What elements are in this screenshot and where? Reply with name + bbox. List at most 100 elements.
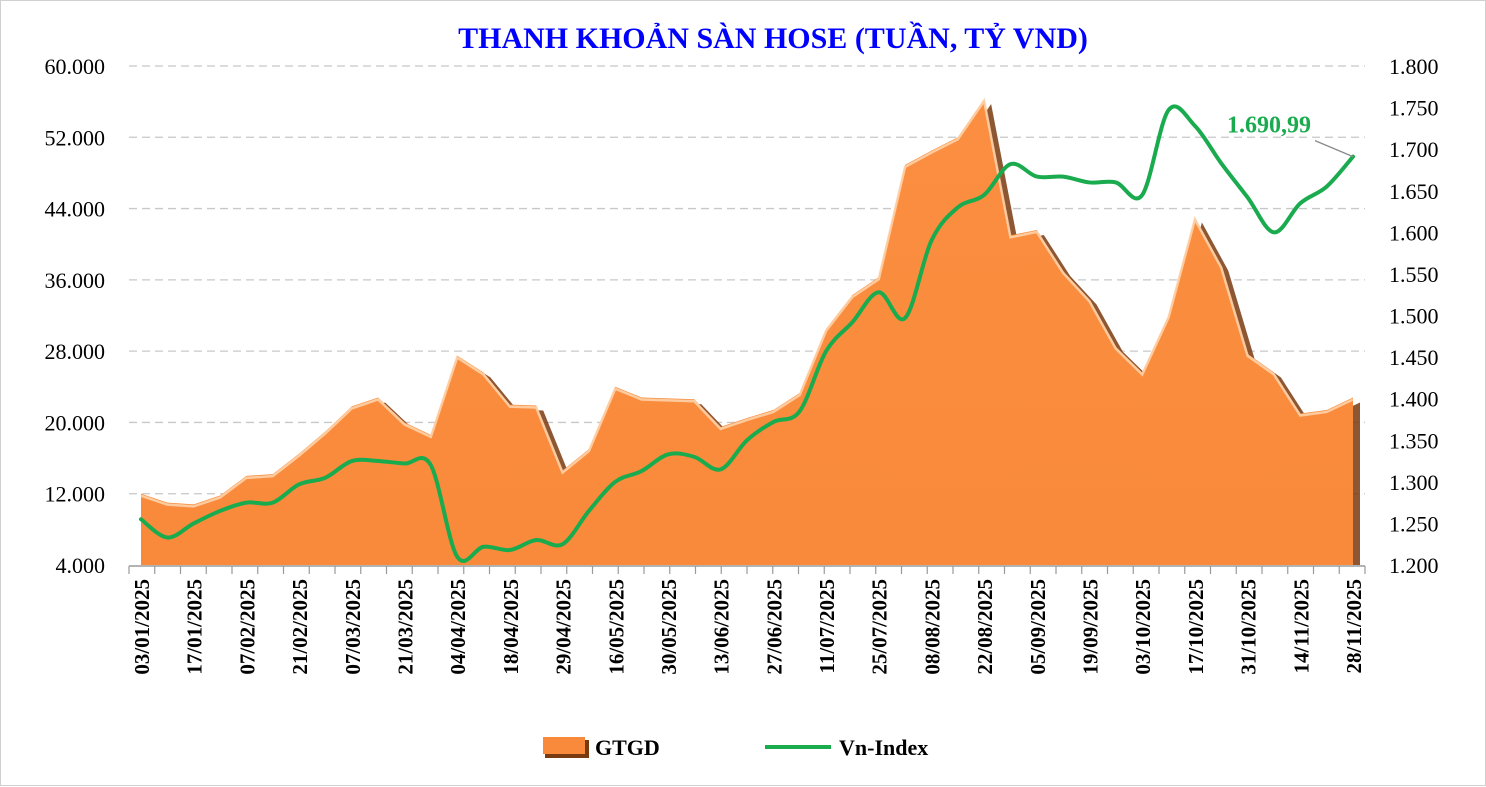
gtgd-point — [1299, 412, 1301, 414]
left-axis-tick-label: 44.000 — [45, 197, 106, 222]
gtgd-point — [1036, 229, 1038, 231]
x-axis-tick-label-group: 13/06/2025 — [710, 579, 734, 675]
gtgd-point — [904, 164, 906, 166]
gtgd-area-series — [140, 97, 1360, 566]
gtgd-point — [851, 294, 853, 296]
legend-item-gtgd: GTGD — [543, 735, 660, 760]
x-axis-tick-label: 28/11/2025 — [1342, 579, 1366, 674]
x-axis-tick-label: 30/05/2025 — [657, 579, 681, 675]
x-axis-tick-label: 03/10/2025 — [1131, 579, 1155, 675]
x-axis-tick-label: 21/02/2025 — [288, 579, 312, 675]
gtgd-point — [798, 392, 800, 394]
legend-item-vnindex: Vn-Index — [765, 735, 928, 760]
x-axis-tick-label-group: 07/02/2025 — [235, 579, 259, 675]
gtgd-point — [1220, 264, 1222, 266]
gtgd-point — [509, 403, 511, 405]
annotations: 1.690,99 — [1227, 113, 1354, 158]
x-axis-tick-label: 21/03/2025 — [393, 579, 417, 675]
x-axis-tick-label: 08/08/2025 — [920, 579, 944, 675]
axes: 4.000 12.000 20.000 28.000 36.000 44.000 52.00… — [45, 54, 1439, 675]
x-axis-tick-label: 17/01/2025 — [183, 579, 207, 675]
gtgd-point — [825, 328, 827, 330]
gtgd-point — [930, 149, 932, 151]
gtgd-point — [1141, 371, 1143, 373]
x-axis-tick-label-group: 17/10/2025 — [1184, 579, 1208, 675]
gtgd-point — [878, 276, 880, 278]
right-axis-tick-label: 1.200 — [1389, 553, 1439, 578]
x-axis-tick-label-group: 28/11/2025 — [1342, 579, 1366, 674]
gtgd-point — [298, 452, 300, 454]
gtgd-point — [983, 98, 985, 100]
x-axis-tick-label-group: 29/04/2025 — [552, 579, 576, 675]
vnindex-line-series — [139, 104, 1355, 563]
gtgd-point — [1246, 353, 1248, 355]
x-axis-tick-label: 16/05/2025 — [604, 579, 628, 675]
gtgd-point — [1062, 270, 1064, 272]
x-axis-tick-label-group: 17/01/2025 — [183, 579, 207, 675]
left-axis-tick-label: 12.000 — [45, 482, 106, 507]
x-axis-tick-label: 18/04/2025 — [499, 579, 523, 675]
x-axis-tick-label: 17/10/2025 — [1184, 579, 1208, 675]
gtgd-point — [482, 371, 484, 373]
x-axis-tick-label: 22/08/2025 — [973, 579, 997, 675]
x-axis-tick-label-group: 31/10/2025 — [1237, 579, 1261, 675]
x-axis-tick-label: 25/07/2025 — [868, 579, 892, 675]
x-axis-tick-label-group: 19/09/2025 — [1079, 579, 1103, 675]
x-axis-tick-label: 07/03/2025 — [341, 579, 365, 675]
left-axis-tick-label: 20.000 — [45, 410, 106, 435]
x-axis-tick-label: 19/09/2025 — [1079, 579, 1103, 675]
gtgd-point — [614, 386, 616, 388]
gtgd-point — [245, 475, 247, 477]
gtgd-point — [1088, 298, 1090, 300]
gtgd-point — [667, 397, 669, 399]
left-axis-tick-label: 4.000 — [56, 553, 106, 578]
x-axis-tick-label: 05/09/2025 — [1026, 579, 1050, 675]
x-axis-tick-label-group: 07/03/2025 — [341, 579, 365, 675]
right-axis-tick-label: 1.350 — [1389, 428, 1439, 453]
gtgd-point — [1325, 409, 1327, 411]
x-axis-tick-label-group: 04/04/2025 — [446, 579, 470, 675]
gtgd-point — [535, 404, 537, 406]
x-axis-tick-label: 11/07/2025 — [815, 579, 839, 674]
gtgd-point — [561, 469, 563, 471]
right-axis-tick-label: 1.700 — [1389, 137, 1439, 162]
gtgd-point — [456, 354, 458, 356]
x-axis-tick-label-group: 18/04/2025 — [499, 579, 523, 675]
gtgd-point — [166, 501, 168, 503]
x-axis-tick-label-group: 22/08/2025 — [973, 579, 997, 675]
x-axis-tick-label: 03/01/2025 — [130, 579, 154, 675]
gtgd-point — [351, 405, 353, 407]
gtgd-point — [219, 494, 221, 496]
right-axis-tick-label: 1.250 — [1389, 511, 1439, 536]
right-axis-tick-label: 1.550 — [1389, 262, 1439, 287]
last-value-annotation: 1.690,99 — [1227, 113, 1311, 139]
right-axis-tick-label: 1.800 — [1389, 54, 1439, 79]
x-axis-tick-label-group: 25/07/2025 — [868, 579, 892, 675]
left-axis-tick-label: 36.000 — [45, 268, 106, 293]
x-axis-tick-label: 31/10/2025 — [1237, 579, 1261, 675]
right-axis-tick-label: 1.600 — [1389, 220, 1439, 245]
gtgd-point — [693, 398, 695, 400]
x-axis-tick-label-group: 03/10/2025 — [1131, 579, 1155, 675]
x-axis-tick-label-group: 21/03/2025 — [393, 579, 417, 675]
x-axis-tick-label-group: 21/02/2025 — [288, 579, 312, 675]
gtgd-area — [141, 98, 1353, 566]
gtgd-point — [272, 473, 274, 475]
right-axis-tick-label: 1.300 — [1389, 470, 1439, 495]
gtgd-area-highlight — [140, 97, 1354, 508]
x-axis-tick-label-group: 11/07/2025 — [815, 579, 839, 674]
gtgd-point — [1167, 314, 1169, 316]
right-axis-tick-label: 1.400 — [1389, 387, 1439, 412]
gtgd-point — [772, 409, 774, 411]
gtgd-point — [957, 136, 959, 138]
x-axis-tick-label: 29/04/2025 — [552, 579, 576, 675]
gtgd-point — [1273, 371, 1275, 373]
gtgd-point — [719, 426, 721, 428]
gtgd-point — [1115, 345, 1117, 347]
gtgd-point — [403, 421, 405, 423]
gtgd-point — [324, 430, 326, 432]
left-axis-tick-label: 52.000 — [45, 125, 106, 150]
legend: GTGD Vn-Index — [543, 735, 928, 760]
gtgd-point — [430, 434, 432, 436]
